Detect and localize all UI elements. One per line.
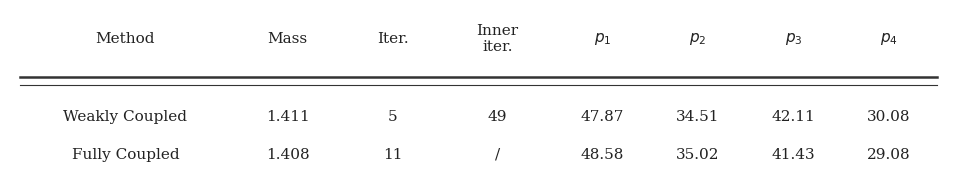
Text: 11: 11	[383, 148, 402, 162]
Text: 42.11: 42.11	[771, 110, 815, 124]
Text: Weakly Coupled: Weakly Coupled	[63, 110, 188, 124]
Text: 48.58: 48.58	[581, 148, 624, 162]
Text: 1.408: 1.408	[266, 148, 309, 162]
Text: 49: 49	[488, 110, 507, 124]
Text: 34.51: 34.51	[677, 110, 720, 124]
Text: 5: 5	[388, 110, 397, 124]
Text: Iter.: Iter.	[377, 32, 409, 46]
Text: 47.87: 47.87	[581, 110, 624, 124]
Text: Inner
iter.: Inner iter.	[477, 24, 519, 54]
Text: $p_4$: $p_4$	[879, 31, 898, 47]
Text: 41.43: 41.43	[771, 148, 815, 162]
Text: 35.02: 35.02	[677, 148, 720, 162]
Text: 30.08: 30.08	[867, 110, 910, 124]
Text: 29.08: 29.08	[867, 148, 911, 162]
Text: $p_1$: $p_1$	[594, 31, 612, 47]
Text: /: /	[495, 148, 501, 162]
Text: Fully Coupled: Fully Coupled	[72, 148, 179, 162]
Text: $p_2$: $p_2$	[689, 31, 706, 47]
Text: 1.411: 1.411	[266, 110, 309, 124]
Text: $p_3$: $p_3$	[785, 31, 802, 47]
Text: Method: Method	[96, 32, 155, 46]
Text: Mass: Mass	[268, 32, 308, 46]
